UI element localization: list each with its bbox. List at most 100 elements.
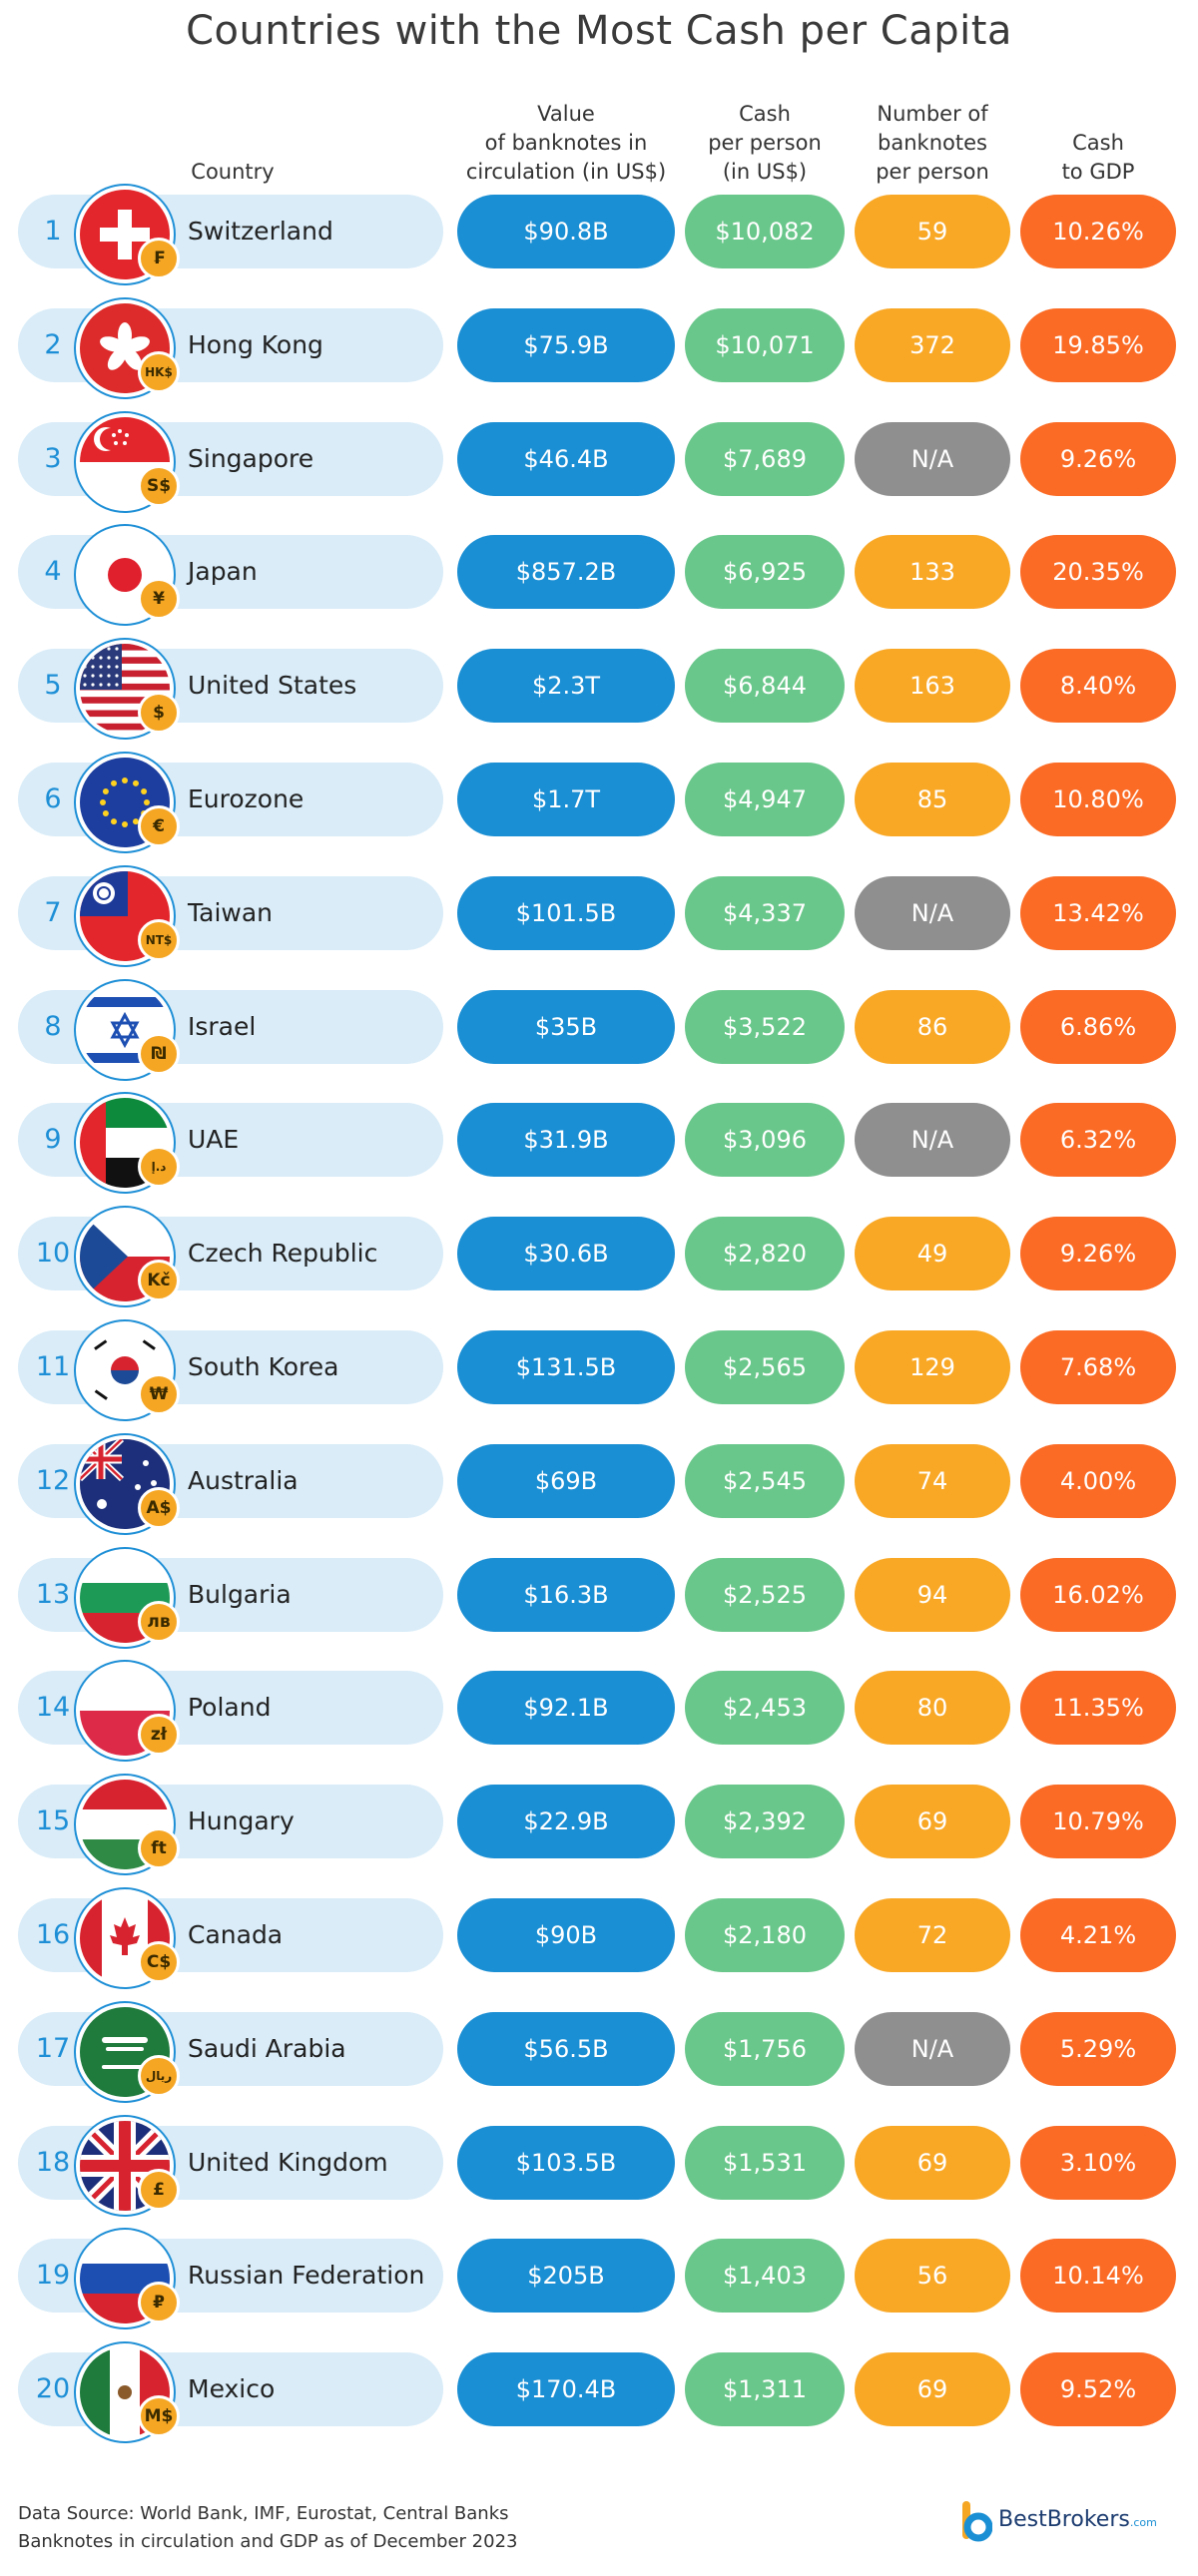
- country-name: United Kingdom: [188, 2148, 388, 2177]
- banknote-value-pill: $205B: [457, 2239, 675, 2313]
- banknotes-per-person-pill: 69: [855, 1785, 1010, 1858]
- rank-number: 12: [35, 1465, 71, 1496]
- cash-to-gdp-pill: 10.26%: [1020, 195, 1176, 268]
- country-name: South Korea: [188, 1352, 339, 1381]
- banknotes-per-person-pill: 163: [855, 649, 1010, 723]
- cash-to-gdp-pill: 10.79%: [1020, 1785, 1176, 1858]
- rank-number: 13: [35, 1579, 71, 1610]
- cash-per-person-pill: $2,453: [685, 1671, 845, 1745]
- brand-suffix: .com: [1129, 2516, 1157, 2529]
- currency-badge: ₣: [138, 238, 180, 279]
- table-row: 5 $ United States $2.3T $6,844 163 8.40%: [0, 638, 1198, 740]
- cash-per-person-pill: $1,311: [685, 2352, 845, 2426]
- table-row: 11 ₩ South Korea $131.5B $2,565 129 7.68%: [0, 1319, 1198, 1421]
- country-name: UAE: [188, 1125, 240, 1154]
- country-name: Japan: [188, 557, 258, 586]
- cash-per-person-pill: $2,820: [685, 1217, 845, 1290]
- header-country: Country: [191, 160, 275, 184]
- cash-to-gdp-pill: 20.35%: [1020, 535, 1176, 609]
- cash-to-gdp-pill: 4.00%: [1020, 1444, 1176, 1518]
- table-row: 17 ريال Saudi Arabia $56.5B $1,756 N/A 5.29%: [0, 2001, 1198, 2103]
- table-row: 15 ft Hungary $22.9B $2,392 69 10.79%: [0, 1774, 1198, 1875]
- header-gdp: Cash to GDP: [1061, 131, 1135, 184]
- country-name: Israel: [188, 1012, 257, 1041]
- rank-number: 7: [44, 897, 62, 928]
- banknotes-per-person-pill: N/A: [855, 1103, 1010, 1177]
- table-row: 16 C$ Canada $90B $2,180 72 4.21%: [0, 1887, 1198, 1989]
- cash-per-person-pill: $1,531: [685, 2126, 845, 2200]
- currency-badge: лв: [138, 1601, 180, 1643]
- table-row: 14 zł Poland $92.1B $2,453 80 11.35%: [0, 1660, 1198, 1762]
- banknotes-per-person-pill: 129: [855, 1330, 1010, 1404]
- currency-badge: ft: [138, 1827, 180, 1869]
- cash-to-gdp-pill: 13.42%: [1020, 876, 1176, 950]
- cash-per-person-pill: $10,082: [685, 195, 845, 268]
- cash-per-person-pill: $2,565: [685, 1330, 845, 1404]
- cash-per-person-pill: $2,392: [685, 1785, 845, 1858]
- currency-badge: M$: [138, 2395, 180, 2437]
- banknote-value-pill: $101.5B: [457, 876, 675, 950]
- currency-badge: ريال: [138, 2055, 180, 2097]
- cash-to-gdp-pill: 10.80%: [1020, 763, 1176, 836]
- table-row: 2 HK$ Hong Kong $75.9B $10,071 372 19.85%: [0, 297, 1198, 399]
- currency-badge: ¥: [138, 578, 180, 620]
- table-row: 7 NT$ Taiwan $101.5B $4,337 N/A 13.42%: [0, 865, 1198, 967]
- cash-to-gdp-pill: 11.35%: [1020, 1671, 1176, 1745]
- currency-badge: ₪: [138, 1033, 180, 1075]
- rank-number: 8: [44, 1011, 62, 1042]
- cash-to-gdp-pill: 9.52%: [1020, 2352, 1176, 2426]
- currency-badge: Kč: [138, 1260, 180, 1301]
- table-row: 20 M$ Mexico $170.4B $1,311 69 9.52%: [0, 2341, 1198, 2443]
- country-name: Mexico: [188, 2374, 276, 2403]
- currency-badge: A$: [138, 1487, 180, 1529]
- rank-number: 15: [35, 1805, 71, 1836]
- banknote-value-pill: $2.3T: [457, 649, 675, 723]
- banknotes-per-person-pill: 69: [855, 2352, 1010, 2426]
- rank-number: 6: [44, 783, 62, 814]
- banknote-value-pill: $1.7T: [457, 763, 675, 836]
- banknote-value-pill: $31.9B: [457, 1103, 675, 1177]
- banknotes-per-person-pill: N/A: [855, 422, 1010, 496]
- rank-number: 16: [35, 1919, 71, 1950]
- cash-per-person-pill: $6,925: [685, 535, 845, 609]
- cash-per-person-pill: $7,689: [685, 422, 845, 496]
- country-name: Bulgaria: [188, 1580, 292, 1609]
- table-row: 4 ¥ Japan $857.2B $6,925 133 20.35%: [0, 524, 1198, 626]
- banknotes-per-person-pill: 86: [855, 990, 1010, 1064]
- cash-to-gdp-pill: 3.10%: [1020, 2126, 1176, 2200]
- table-row: 8 ₪ Israel $35B $3,522 86 6.86%: [0, 979, 1198, 1081]
- banknotes-per-person-pill: N/A: [855, 876, 1010, 950]
- rank-number: 4: [44, 556, 62, 587]
- cash-per-person-pill: $4,947: [685, 763, 845, 836]
- banknote-value-pill: $75.9B: [457, 308, 675, 382]
- flag-icon: [74, 1774, 176, 1875]
- rank-number: 20: [35, 2373, 71, 2404]
- country-name: Czech Republic: [188, 1239, 378, 1268]
- table-row: 18 £ United Kingdom $103.5B $1,531 69 3.10%: [0, 2115, 1198, 2217]
- country-name: Russian Federation: [188, 2261, 425, 2290]
- banknote-value-pill: $131.5B: [457, 1330, 675, 1404]
- currency-badge: NT$: [138, 919, 180, 961]
- banknote-value-pill: $170.4B: [457, 2352, 675, 2426]
- cash-to-gdp-pill: 9.26%: [1020, 422, 1176, 496]
- rank-number: 14: [35, 1692, 71, 1723]
- table-row: 9 د.إ UAE $31.9B $3,096 N/A 6.32%: [0, 1092, 1198, 1194]
- table-row: 12 A$ Australia $69B $2,545 74 4.00%: [0, 1433, 1198, 1535]
- flag-icon: [74, 2341, 176, 2443]
- footer-note: Banknotes in circulation and GDP as of D…: [18, 2531, 518, 2552]
- banknotes-per-person-pill: 133: [855, 535, 1010, 609]
- table-row: 13 лв Bulgaria $16.3B $2,525 94 16.02%: [0, 1547, 1198, 1649]
- currency-badge: C$: [138, 1941, 180, 1983]
- cash-to-gdp-pill: 8.40%: [1020, 649, 1176, 723]
- country-name: Hungary: [188, 1806, 295, 1835]
- cash-per-person-pill: $3,096: [685, 1103, 845, 1177]
- table-row: 10 Kč Czech Republic $30.6B $2,820 49 9.26%: [0, 1206, 1198, 1307]
- cash-to-gdp-pill: 6.32%: [1020, 1103, 1176, 1177]
- switzerland-flag-icon: [80, 190, 170, 279]
- brand-logo: BestBrokers.com: [958, 2495, 1178, 2545]
- header-notes: Number of banknotes per person: [876, 102, 989, 184]
- currency-badge: HK$: [138, 351, 180, 393]
- banknotes-per-person-pill: N/A: [855, 2012, 1010, 2086]
- banknote-value-pill: $56.5B: [457, 2012, 675, 2086]
- footer-source: Data Source: World Bank, IMF, Eurostat, …: [18, 2503, 509, 2524]
